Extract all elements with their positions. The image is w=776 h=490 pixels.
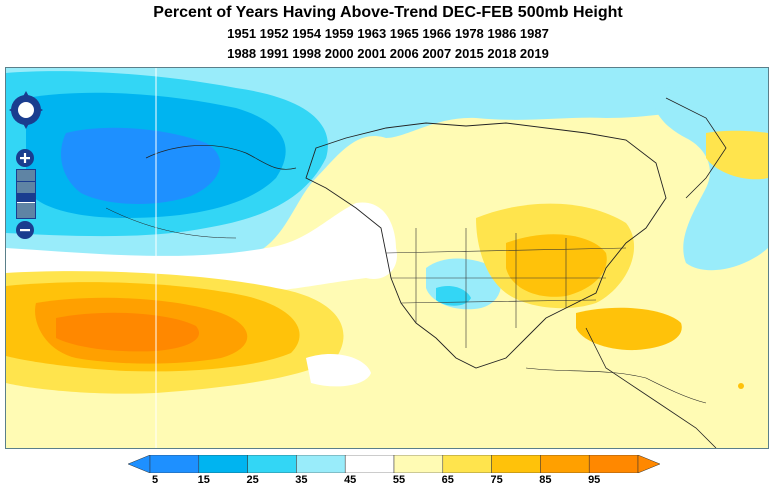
pan-down-icon — [20, 118, 32, 129]
colorbar-segment — [491, 455, 541, 473]
zoom-handle[interactable] — [17, 194, 35, 203]
colorbar-segment — [344, 455, 395, 473]
years-line-1: 1951 1952 1954 1959 1963 1965 1966 1978 … — [227, 26, 549, 41]
aleutians-outline — [105, 207, 237, 239]
colorbar-tick-label: 55 — [392, 474, 406, 486]
years-line-2: 1988 1991 1998 2000 2001 2006 2007 2015 … — [227, 46, 549, 61]
colorbar-segment — [393, 455, 444, 473]
colorbar-segment — [442, 455, 492, 473]
colorbar-tick-label: 5 — [151, 474, 159, 486]
pan-left-icon — [9, 104, 19, 116]
zoom-out-button[interactable] — [15, 220, 35, 240]
height-anomaly-map[interactable] — [5, 67, 769, 449]
colorbar-tick-label: 75 — [490, 474, 503, 486]
colorbar-tick-label: 25 — [246, 474, 259, 486]
colorbar-segment — [247, 455, 297, 473]
greenland-outline — [665, 97, 727, 199]
zoom-slider[interactable] — [16, 169, 36, 219]
deep-orange-pacific — [56, 312, 200, 352]
deep-blue-west — [61, 127, 221, 204]
colorbar-segment — [588, 455, 639, 473]
colorbar-tick-label: 45 — [344, 474, 357, 486]
white-band — [6, 202, 397, 294]
colorbar-right-arrow — [637, 455, 660, 473]
pan-up-icon — [20, 91, 32, 102]
colorbar-segment — [296, 455, 346, 473]
pale-cyan-east — [653, 83, 768, 271]
colorbar-tick-label: 65 — [441, 474, 454, 486]
white-patch-south — [306, 353, 371, 387]
pan-control[interactable] — [8, 88, 44, 132]
alaska-outline — [145, 145, 297, 170]
state-borders — [385, 228, 627, 348]
colorbar-segment — [149, 455, 200, 473]
colorbar-left-arrow — [128, 455, 151, 473]
gold-caribbean — [576, 307, 682, 351]
map-title: Percent of Years Having Above-Trend DEC-… — [153, 4, 623, 21]
colorbar-tick-label: 85 — [539, 474, 552, 486]
colorbar-segment — [198, 455, 248, 473]
gold-dot — [738, 383, 744, 389]
colorbar-tick-label: 35 — [295, 474, 308, 486]
cyan-core-southwest — [436, 286, 471, 306]
caribbean-outline — [525, 367, 707, 404]
colorbar-tick-label: 95 — [588, 474, 601, 486]
central-america-outline — [585, 327, 717, 448]
map-canvas — [6, 68, 768, 448]
zoom-in-button[interactable] — [15, 148, 35, 168]
yellow-greenland — [706, 130, 768, 180]
colorbar-tick-label: 15 — [197, 474, 210, 486]
colorbar — [128, 455, 660, 473]
pan-right-icon — [33, 104, 43, 116]
colorbar-segment — [540, 455, 590, 473]
